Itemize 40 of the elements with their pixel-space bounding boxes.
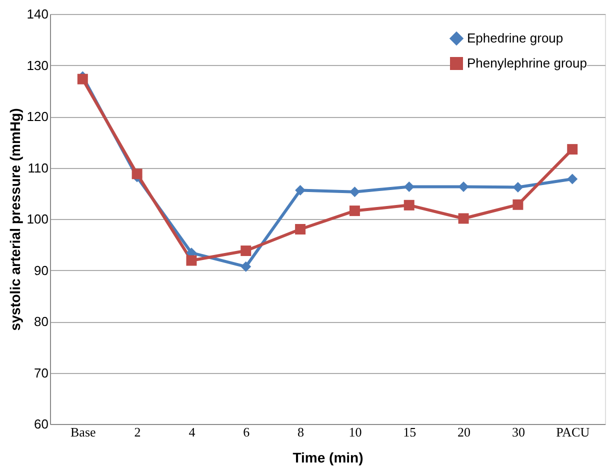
x-tick-label: 8 bbox=[298, 424, 304, 440]
y-axis-title: systolic arterial pressure (mmHg) bbox=[6, 108, 23, 331]
point bbox=[132, 168, 142, 180]
x-tick-label: PACU bbox=[556, 424, 590, 440]
x-tick-label: 10 bbox=[348, 424, 362, 440]
point bbox=[512, 199, 524, 210]
x-axis-title: Time (min) bbox=[292, 450, 364, 466]
x-tick-label: 2 bbox=[134, 424, 141, 440]
y-tick-label: 70 bbox=[34, 365, 48, 380]
point bbox=[77, 74, 88, 84]
point bbox=[349, 186, 360, 198]
point bbox=[240, 261, 252, 272]
legend-label: Ephedrine group bbox=[467, 30, 564, 46]
x-tick-label: 4 bbox=[188, 424, 196, 440]
y-tick-label: 110 bbox=[28, 160, 48, 176]
x-tick-label: 20 bbox=[458, 424, 471, 440]
x-tick-label: 15 bbox=[403, 424, 416, 440]
x-tick-label: 30 bbox=[512, 424, 525, 440]
y-tick-label: 130 bbox=[26, 58, 48, 73]
point bbox=[349, 206, 360, 216]
point bbox=[567, 144, 578, 155]
y-tick-label: 90 bbox=[34, 262, 48, 278]
point bbox=[404, 181, 414, 192]
point bbox=[458, 181, 469, 192]
point bbox=[295, 224, 306, 234]
y-tick-label: 120 bbox=[26, 109, 48, 124]
point bbox=[458, 213, 469, 224]
legend-label: Phenylephrine group bbox=[467, 56, 587, 70]
point bbox=[240, 246, 252, 256]
point bbox=[186, 255, 197, 266]
point bbox=[295, 185, 306, 196]
point bbox=[404, 200, 414, 210]
y-tick-label: 80 bbox=[34, 314, 48, 329]
point bbox=[512, 182, 524, 192]
x-tick-label: 6 bbox=[243, 424, 250, 440]
y-tick-label: 60 bbox=[34, 416, 48, 432]
y-tick-label: 140 bbox=[26, 6, 48, 22]
x-tick-label: Base bbox=[70, 424, 96, 440]
y-tick-label: 100 bbox=[26, 212, 48, 226]
point bbox=[567, 174, 578, 184]
